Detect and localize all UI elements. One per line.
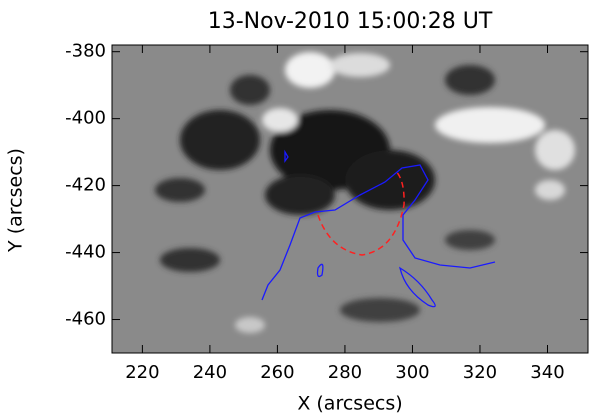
x-tick-label: 280: [328, 362, 362, 383]
chart-title: 13-Nov-2010 15:00:28 UT: [208, 9, 493, 34]
x-axis-label: X (arcsecs): [297, 393, 402, 414]
x-tick-label: 260: [260, 362, 294, 383]
x-tick-label: 220: [125, 362, 159, 383]
x-tick-label: 300: [395, 362, 429, 383]
magnetogram: [112, 45, 588, 353]
x-tick-label: 320: [463, 362, 497, 383]
x-tick-label: 240: [193, 362, 227, 383]
y-tick-label: -460: [65, 309, 106, 330]
y-axis-label: Y (arcsecs): [5, 148, 27, 253]
y-tick-label: -400: [65, 108, 106, 129]
y-tick-label: -440: [65, 242, 106, 263]
y-tick-label: -420: [65, 175, 106, 196]
plot-frame: [111, 44, 589, 354]
x-tick-label: 340: [530, 362, 564, 383]
y-tick-label: -380: [65, 41, 106, 62]
